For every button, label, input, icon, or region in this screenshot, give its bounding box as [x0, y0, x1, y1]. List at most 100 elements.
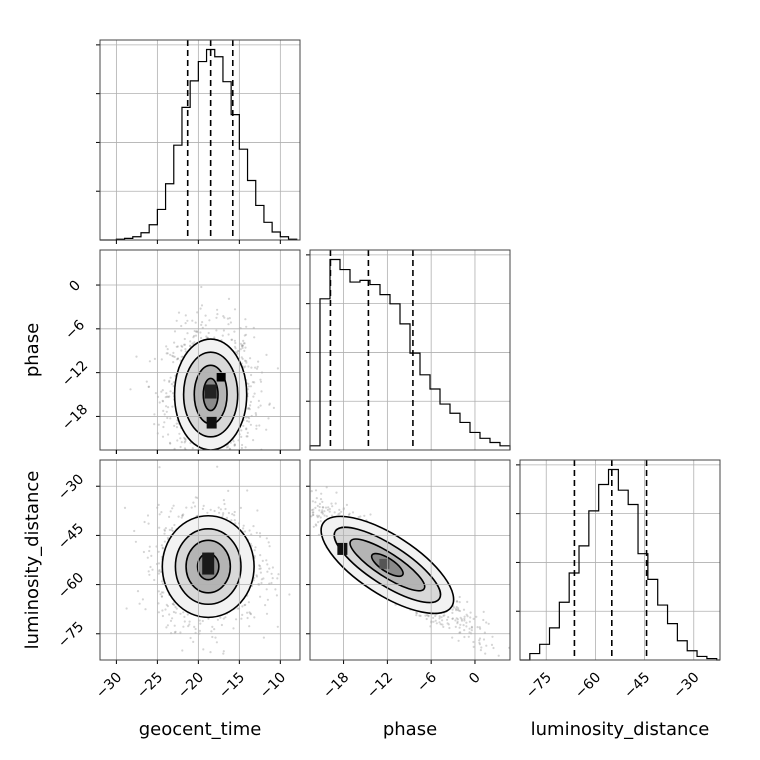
density-geocent-time-phase-sample-point: [200, 285, 203, 289]
density-phase-luminosity-sample-point: [466, 600, 469, 604]
density-phase-luminosity-sample-point: [415, 614, 418, 617]
density-geocent-time-phase-sample-point: [249, 400, 252, 403]
density-geocent-time-luminosity-sample-point: [196, 496, 199, 499]
density-geocent-time-luminosity-sample-point: [260, 581, 263, 585]
density-geocent-time-luminosity-sample-point: [173, 603, 176, 607]
density-phase-luminosity-sample-point: [451, 608, 454, 611]
density-geocent-time-luminosity-sample-point: [183, 615, 186, 619]
density-geocent-time-luminosity-sample-point: [144, 608, 147, 611]
density-geocent-time-phase-sample-point: [267, 417, 270, 420]
ytick-label-phase-2: −12: [59, 358, 91, 390]
xtick-label-geocent-time-4: −10: [257, 670, 289, 702]
density-geocent-time-phase-sample-point: [234, 347, 237, 350]
density-geocent-time-luminosity-sample-point: [158, 526, 161, 529]
density-geocent-time-phase-sample-point: [227, 445, 230, 448]
density-phase-luminosity-sample-point: [463, 617, 466, 620]
density-geocent-time-phase-sample-point: [228, 447, 231, 450]
density-geocent-time-phase-sample-point: [245, 416, 248, 419]
density-geocent-time-luminosity-sample-point: [219, 508, 222, 511]
density-geocent-time-phase-sample-point: [163, 413, 166, 416]
density-phase-luminosity-sample-point: [439, 623, 442, 626]
density-geocent-time-phase-sample-point: [240, 344, 243, 347]
density-phase-luminosity-sample-point: [459, 623, 462, 626]
density-geocent-time-phase-sample-point: [189, 345, 192, 348]
density-geocent-time-phase-density-cell-2: [216, 372, 226, 382]
density-phase-luminosity-sample-point: [316, 516, 319, 519]
density-geocent-time-phase-sample-point: [162, 425, 165, 429]
density-geocent-time-luminosity-sample-point: [157, 550, 160, 553]
density-geocent-time-phase-sample-point: [199, 331, 202, 334]
density-geocent-time-luminosity-sample-point: [216, 465, 219, 468]
density-geocent-time-luminosity-sample-point: [174, 630, 177, 634]
density-phase-luminosity-sample-point: [348, 512, 351, 515]
density-geocent-time-phase-sample-point: [236, 351, 239, 354]
density-geocent-time-phase-sample-point: [195, 330, 198, 333]
density-phase-luminosity-sample-point: [465, 613, 468, 616]
xtick-label-luminosity-distance-1: −60: [572, 670, 604, 702]
density-geocent-time-phase-sample-point: [204, 324, 207, 327]
density-phase-luminosity-sample-point: [441, 623, 444, 626]
density-phase-luminosity-sample-point: [457, 639, 460, 642]
density-geocent-time-phase-sample-point: [129, 388, 132, 391]
density-geocent-time-phase-sample-point: [254, 366, 257, 369]
density-geocent-time-phase-sample-point: [253, 392, 256, 395]
density-geocent-time-luminosity-sample-point: [179, 631, 182, 634]
density-geocent-time-luminosity-sample-point: [147, 570, 150, 573]
density-geocent-time-phase-sample-point: [183, 337, 186, 341]
density-geocent-time-phase-sample-point: [154, 392, 157, 395]
density-geocent-time-phase-sample-point: [184, 322, 187, 325]
density-phase-luminosity-sample-point: [457, 609, 460, 612]
density-phase-luminosity-sample-point: [333, 511, 336, 514]
density-geocent-time-luminosity-sample-point: [166, 605, 169, 608]
density-phase-luminosity-sample-point: [463, 619, 466, 622]
density-geocent-time-luminosity-sample-point: [163, 528, 166, 531]
density-geocent-time-luminosity-sample-point: [158, 466, 161, 469]
density-geocent-time-luminosity-sample-point: [209, 651, 212, 654]
density-geocent-time-luminosity-sample-point: [166, 624, 169, 627]
density-geocent-time-phase-sample-point: [246, 431, 249, 434]
density-phase-luminosity-sample-point: [316, 514, 319, 517]
density-geocent-time-phase-sample-point: [179, 445, 182, 449]
density-geocent-time-luminosity-sample-point: [230, 519, 233, 522]
density-phase-luminosity-sample-point: [322, 506, 325, 509]
density-phase-luminosity-sample-point: [478, 626, 481, 629]
density-geocent-time-luminosity-density-group: [123, 465, 291, 655]
density-geocent-time-phase-sample-point: [173, 330, 177, 333]
density-geocent-time-phase-sample-point: [240, 429, 243, 432]
density-geocent-time-luminosity-sample-point: [265, 612, 269, 615]
density-phase-luminosity-sample-point: [338, 512, 341, 515]
density-geocent-time-phase-sample-point: [233, 443, 236, 446]
density-geocent-time-luminosity-sample-point: [276, 625, 279, 628]
density-phase-luminosity-sample-point: [492, 646, 495, 650]
density-geocent-time-phase-sample-point: [221, 334, 224, 337]
density-geocent-time-phase-sample-point: [244, 333, 248, 336]
density-phase-luminosity-sample-point: [451, 611, 454, 615]
density-geocent-time-luminosity-sample-point: [262, 636, 265, 639]
density-geocent-time-phase-sample-point: [254, 412, 257, 415]
density-geocent-time-luminosity-sample-point: [160, 570, 163, 574]
density-geocent-time-luminosity-sample-point: [255, 575, 259, 578]
density-geocent-time-phase-sample-point: [189, 441, 192, 445]
hist-geocent-time-frame: [99, 39, 301, 241]
density-geocent-time-phase-density-cell-1: [206, 416, 217, 429]
density-phase-luminosity-sample-point: [334, 502, 337, 505]
density-geocent-time-phase-sample-point: [216, 313, 219, 316]
density-geocent-time-luminosity-sample-point: [171, 617, 174, 620]
density-phase-luminosity-sample-point: [427, 615, 430, 618]
density-geocent-time-phase-sample-point: [213, 336, 216, 339]
density-geocent-time-phase-sample-point: [258, 424, 261, 427]
density-geocent-time-phase-sample-point: [252, 395, 255, 398]
density-geocent-time-phase-sample-point: [175, 319, 178, 322]
density-geocent-time-luminosity-sample-point: [239, 506, 242, 509]
density-geocent-time-phase-sample-point: [179, 437, 182, 440]
density-geocent-time-phase-sample-point: [241, 344, 244, 347]
density-geocent-time-phase-frame: [99, 249, 301, 451]
density-geocent-time-phase-sample-point: [173, 355, 176, 358]
density-geocent-time-phase-sample-point: [165, 410, 168, 413]
density-geocent-time-phase-sample-point: [199, 307, 202, 310]
density-geocent-time-phase-sample-point: [163, 421, 166, 424]
density-geocent-time-phase-sample-point: [255, 367, 259, 370]
density-geocent-time-luminosity-sample-point: [192, 501, 195, 504]
density-geocent-time-luminosity-sample-point: [266, 598, 269, 601]
density-phase-luminosity-sample-point: [451, 617, 454, 620]
